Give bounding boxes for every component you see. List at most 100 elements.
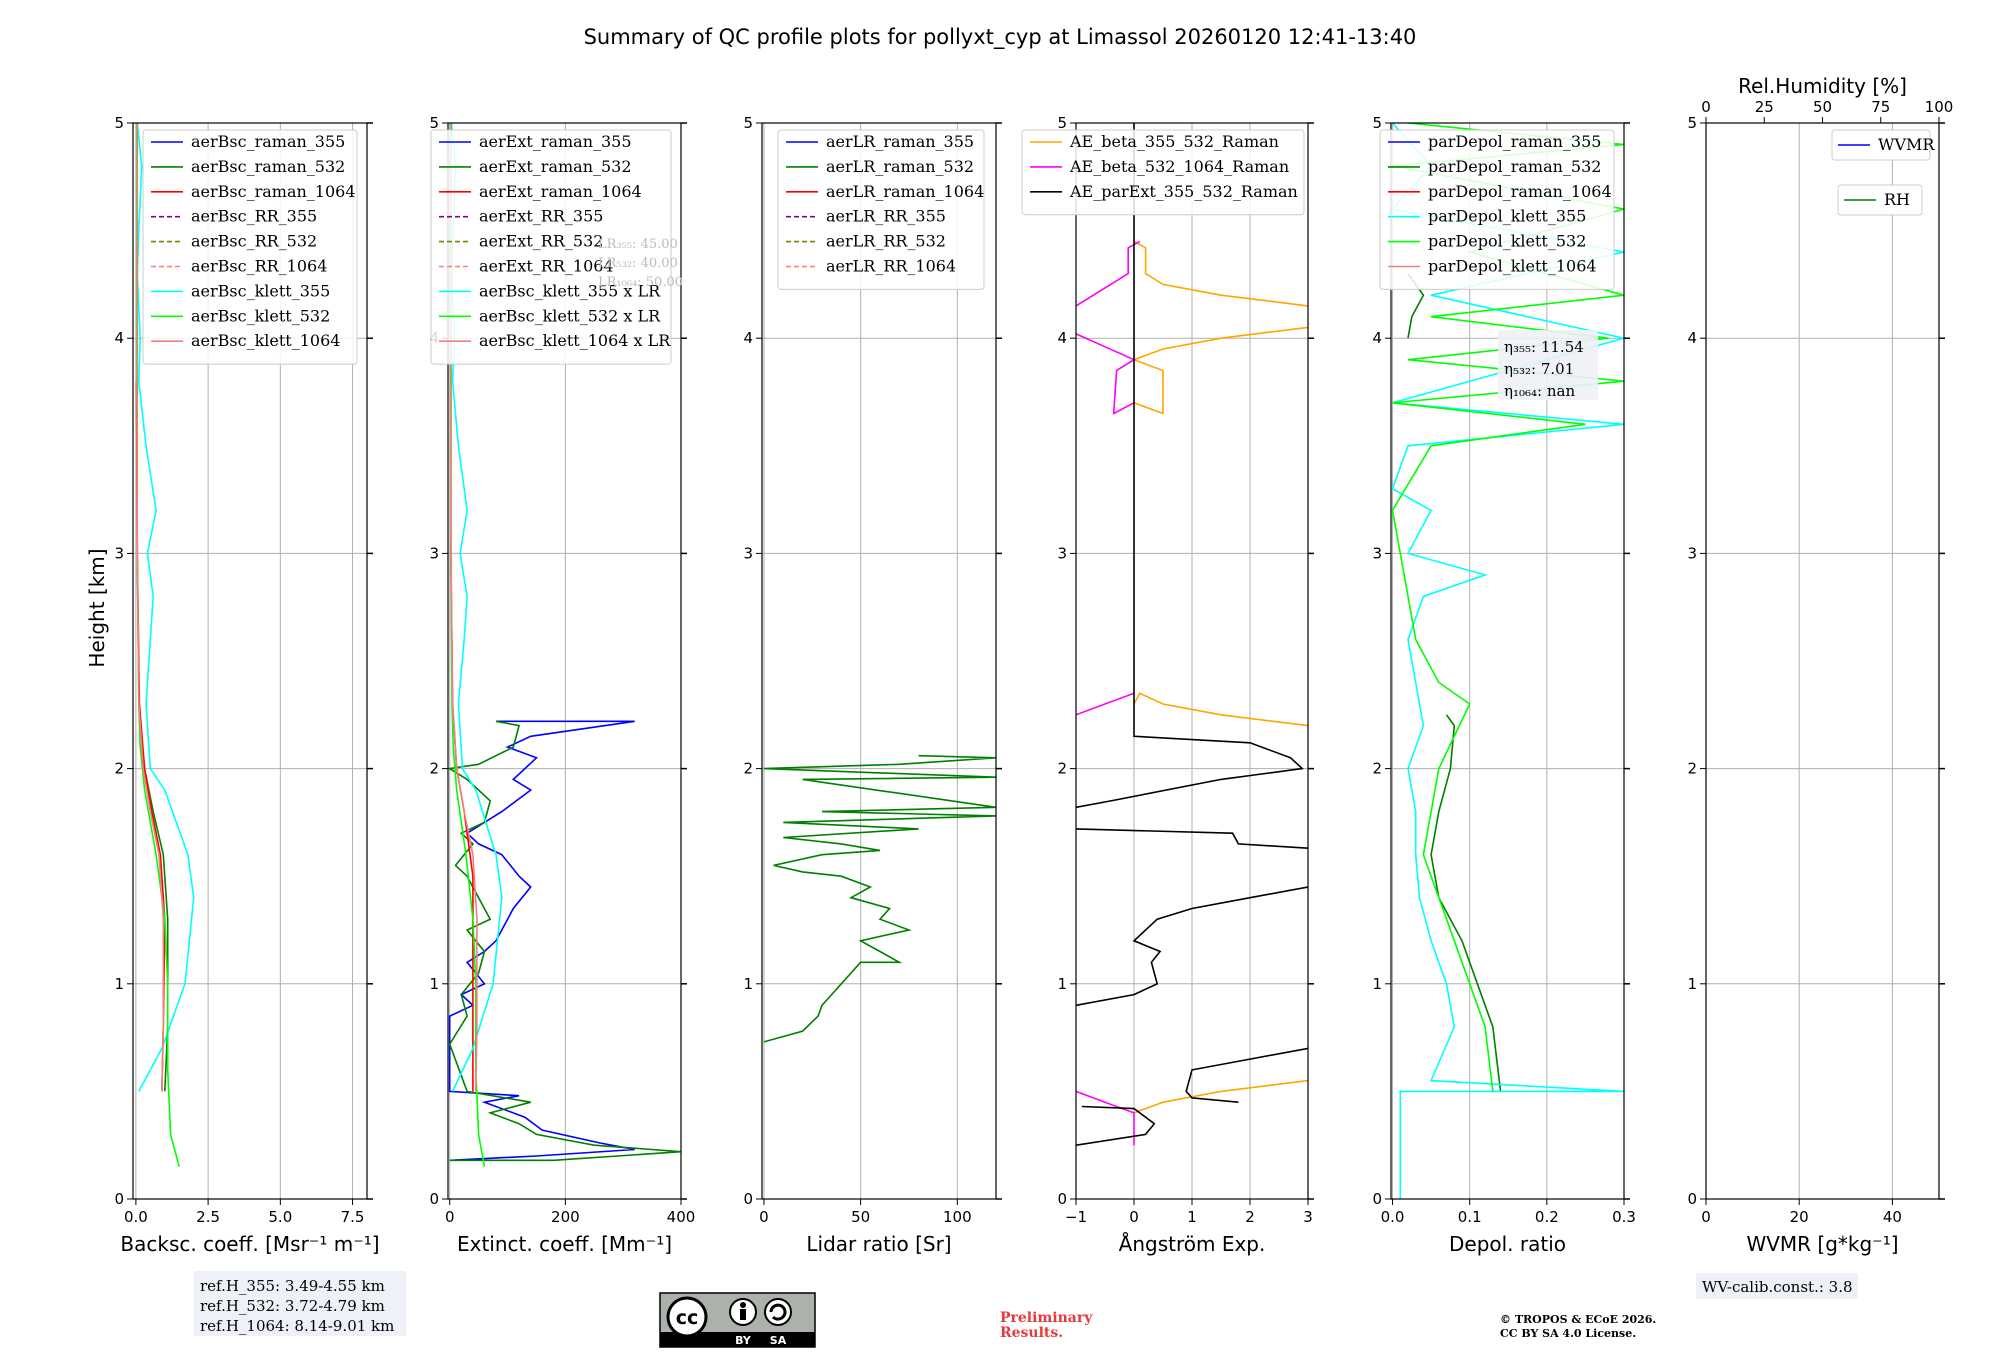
x-tick-label: 2: [1245, 1208, 1255, 1226]
x-axis-label: Backsc. coeff. [Msr⁻¹ m⁻¹]: [120, 1232, 379, 1256]
legend-entry: parDepol_klett_1064: [1428, 257, 1597, 276]
x-axis-label: Extinct. coeff. [Mm⁻¹]: [457, 1232, 672, 1256]
copyright-line-2: CC BY SA 4.0 License.: [1500, 1327, 1636, 1340]
series-group: [135, 123, 195, 1167]
legend-entry: aerBsc_klett_355: [191, 281, 330, 300]
lr-value: LR₅₃₂: 40.00: [598, 256, 678, 271]
subplot-bsc: 0.0 2.5 5.0 7.5 0 1 2 3 4 5 Backsc. coeff. [Msr⁻¹ …: [114, 114, 379, 1256]
y-tick-label: 2: [114, 760, 124, 778]
x-axis-label: Depol. ratio: [1449, 1232, 1566, 1256]
legend: AE_beta_355_532_Raman AE_beta_532_1064_Ra…: [1021, 129, 1305, 216]
x-tick-label: 40: [1883, 1208, 1902, 1226]
attribution-icon-body: [740, 1309, 746, 1320]
legend-entry: parDepol_raman_355: [1428, 132, 1601, 151]
figure-title: Summary of QC profile plots for pollyxt_…: [584, 25, 1417, 50]
top-tick-label: 25: [1755, 98, 1774, 116]
subplot-lr: 0 50 100 0 1 2 3 4 5 Lidar ratio [Sr] aerLR_raman_…: [743, 114, 1002, 1256]
axes-frame: [761, 122, 997, 1200]
y-tick-label: 3: [1372, 544, 1382, 562]
attribution-icon-head: [740, 1302, 746, 1308]
x-tick-label: 200: [551, 1208, 580, 1226]
ref-heights-box: ref.H_355: 3.49-4.55 km ref.H_532: 3.72-…: [194, 1271, 406, 1336]
series-ae-beta-532-1064-raman-b: [1076, 692, 1135, 716]
series-aerext-raman-355: [448, 720, 635, 1162]
legend-entry: parDepol_klett_532: [1428, 232, 1586, 251]
y-tick-label: 4: [114, 329, 124, 347]
y-tick-label: 2: [1372, 760, 1382, 778]
x-tick-label: 0: [759, 1208, 769, 1226]
series-ae-parext-355-532-raman-e: [1076, 123, 1304, 809]
top-tick-label: 50: [1813, 98, 1832, 116]
y-tick-label: 2: [743, 760, 753, 778]
legend-entry: aerBsc_RR_355: [191, 207, 317, 226]
y-axis-label: Height [km]: [85, 548, 109, 667]
y-tick-label: 0: [114, 1190, 124, 1208]
x-tick-label: 0.0: [1381, 1208, 1405, 1226]
y-tick-label: 0: [429, 1190, 439, 1208]
y-tick-label: 1: [1372, 975, 1382, 993]
legend-entry: aerBsc_raman_355: [191, 132, 345, 151]
preliminary-line-2: Results.: [1000, 1325, 1063, 1341]
legend-entry: aerExt_RR_532: [479, 232, 603, 251]
ref-heights-background: [194, 1271, 406, 1336]
y-tick-label: 2: [1687, 760, 1697, 778]
legend-box: [1837, 184, 1923, 216]
legend-entry: aerBsc_klett_1064: [191, 331, 340, 350]
y-tick-label: 0: [1687, 1190, 1697, 1208]
share-alike-icon: [764, 1298, 792, 1326]
wv-calib-text: WV-calib.const.: 3.8: [1702, 1278, 1853, 1296]
legend-box: [430, 129, 672, 365]
x-tick-label: 1: [1187, 1208, 1197, 1226]
x-axis-label: WVMR [g*kg⁻¹]: [1746, 1232, 1898, 1256]
x-tick-label: 3: [1303, 1208, 1313, 1226]
badge-footer: [660, 1332, 815, 1347]
eta-value: η₃₅₅: 11.54: [1504, 338, 1584, 356]
ref-height-532: ref.H_532: 3.72-4.79 km: [200, 1297, 385, 1315]
legend-entry: aerBsc_klett_1064 x LR: [479, 331, 671, 350]
legend-entry: aerBsc_raman_1064: [191, 182, 356, 201]
x-tick-label: 2.5: [196, 1208, 220, 1226]
legend-entry: aerLR_RR_355: [826, 207, 946, 226]
y-tick-label: 1: [114, 975, 124, 993]
x-tick-label: 0.2: [1535, 1208, 1559, 1226]
legend-entry: AE_parExt_355_532_Raman: [1069, 182, 1298, 201]
legend-entry: aerBsc_klett_532: [191, 306, 330, 325]
axes-frame: [132, 122, 368, 1200]
x-tick-label: 0: [445, 1208, 455, 1226]
sa-label: SA: [770, 1334, 787, 1347]
y-tick-label: 5: [1372, 114, 1382, 132]
y-tick-label: 5: [114, 114, 124, 132]
x-tick-label: 0: [1129, 1208, 1139, 1226]
eta-box: [1498, 330, 1598, 400]
legend-entry: aerExt_raman_355: [479, 132, 632, 151]
y-tick-label: 3: [743, 544, 753, 562]
y-tick-label: 4: [1372, 329, 1382, 347]
ref-height-1064: ref.H_1064: 8.14-9.01 km: [200, 1317, 394, 1335]
legend-entry: aerBsc_RR_532: [191, 232, 317, 251]
legend-box: [1021, 129, 1305, 216]
eta-value: η₁₀₆₄: nan: [1504, 382, 1575, 400]
x-axis-label: Lidar ratio [Sr]: [806, 1232, 951, 1256]
x-tick-label: 5.0: [268, 1208, 292, 1226]
y-tick-label: 3: [1057, 544, 1067, 562]
cc-icon: [666, 1296, 708, 1338]
legend-entry: aerBsc_klett_532 x LR: [479, 306, 661, 325]
lr-value: LR₁₀₆₄: 50.00: [598, 275, 683, 290]
y-tick-label: 2: [429, 760, 439, 778]
y-tick-label: 5: [743, 114, 753, 132]
legend-entry: parDepol_klett_355: [1428, 207, 1586, 226]
axes-frame: [1705, 122, 1940, 1200]
y-tick-label: 1: [1057, 975, 1067, 993]
series-ae-beta-355-532-raman-d: [1133, 240, 1308, 307]
y-tick-label: 1: [429, 975, 439, 993]
top-tick-label: 0: [1701, 98, 1711, 116]
y-tick-label: 1: [1687, 975, 1697, 993]
legend-box: [1379, 129, 1615, 290]
y-tick-label: 4: [743, 329, 753, 347]
x-tick-label: 0.0: [124, 1208, 148, 1226]
preliminary-line-1: Preliminary: [1000, 1310, 1093, 1326]
legend-entry: RH: [1884, 190, 1910, 209]
series-aerlr-raman-532: [763, 754, 996, 1043]
series-group: [763, 754, 996, 1043]
y-tick-label: 5: [1687, 114, 1697, 132]
